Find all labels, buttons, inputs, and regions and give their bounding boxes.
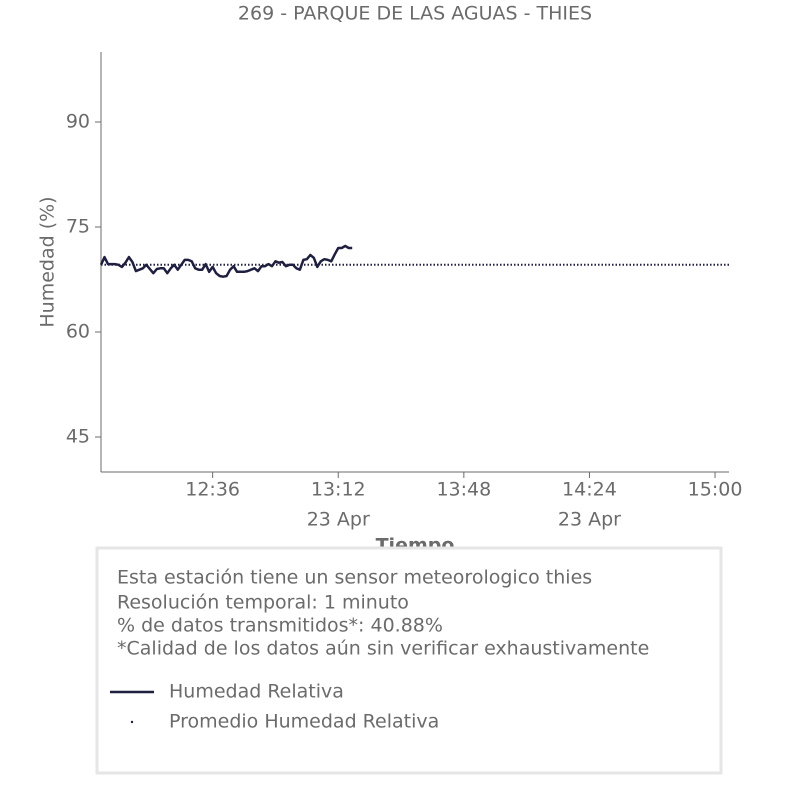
- info-line: Esta estación tiene un sensor meteorolog…: [117, 567, 592, 589]
- x-tick-label: 15:00: [688, 479, 743, 501]
- y-tick-label: 45: [66, 426, 90, 448]
- legend-swatch: [130, 720, 134, 724]
- legend-label: Promedio Humedad Relativa: [169, 711, 439, 733]
- info-line: Resolución temporal: 1 minuto: [117, 592, 409, 614]
- legend-label: Humedad Relativa: [169, 681, 344, 703]
- info-line: % de datos transmitidos*: 40.88%: [117, 615, 443, 637]
- y-axis-label: Humedad (%): [37, 196, 59, 327]
- x-tick-label: 12:36: [185, 479, 240, 501]
- info-line: *Calidad de los datos aún sin verificar …: [117, 638, 649, 660]
- y-tick-label: 90: [66, 111, 90, 133]
- x-tick-date: 23 Apr: [558, 509, 621, 531]
- data-line: [99, 244, 353, 278]
- x-tick-label: 13:48: [436, 479, 491, 501]
- info-box: [95, 546, 723, 775]
- x-tick-label: 14:24: [562, 479, 617, 501]
- x-tick-label: 13:12: [311, 479, 366, 501]
- chart-title: 269 - PARQUE DE LAS AGUAS - THIES: [238, 3, 592, 25]
- y-tick-label: 75: [66, 216, 90, 238]
- x-tick-date: 23 Apr: [307, 509, 370, 531]
- y-tick-label: 60: [66, 321, 90, 343]
